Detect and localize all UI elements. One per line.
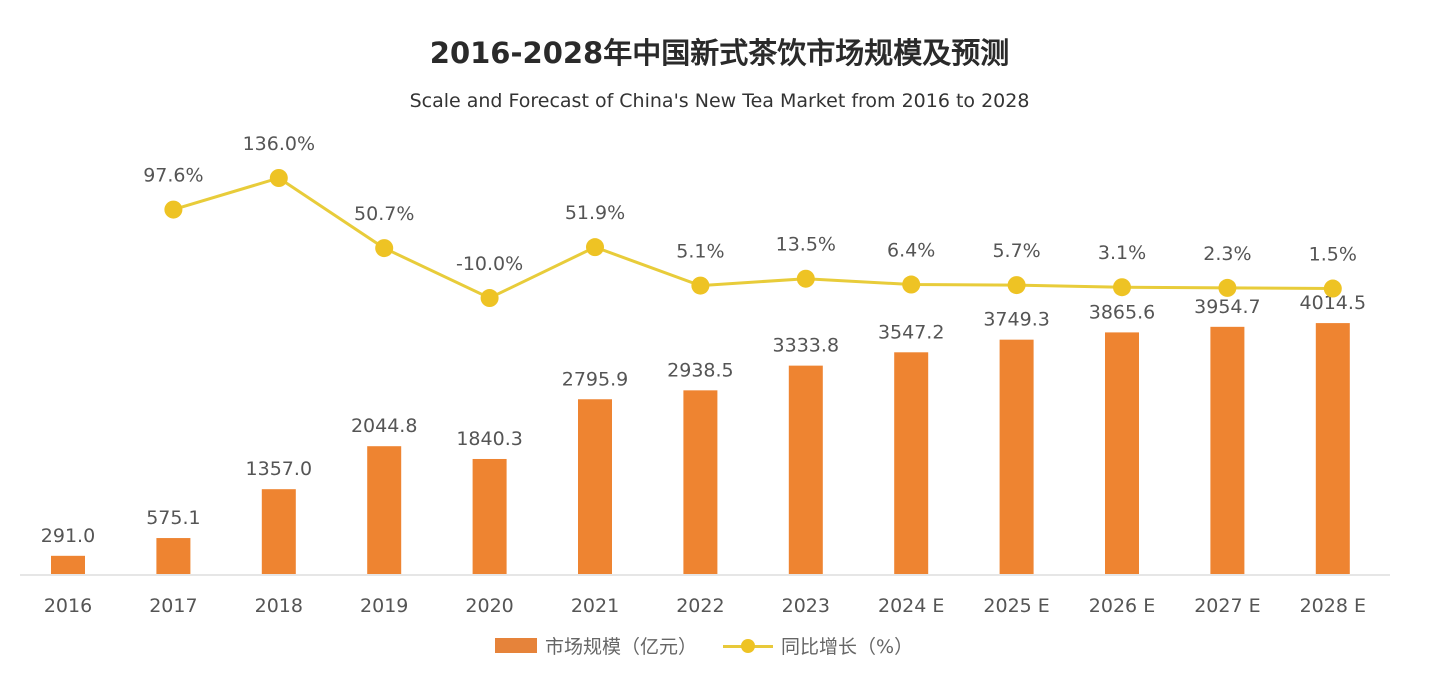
growth-point [375, 239, 394, 258]
chart-title: 2016-2028年中国新式茶饮市场规模及预测 [429, 36, 1010, 70]
x-tick-label: 2017 [149, 595, 197, 617]
growth-value-label: 51.9% [565, 202, 625, 224]
growth-line [172, 176, 1333, 300]
bar [1210, 326, 1245, 574]
growth-value-label: 1.5% [1309, 244, 1357, 266]
growth-point [691, 276, 710, 295]
bar [1105, 332, 1139, 574]
bar [788, 365, 823, 574]
bar-value-label: 3547.2 [878, 321, 944, 343]
bar [999, 339, 1034, 574]
growth-value-label: 6.4% [887, 240, 935, 262]
bar-value-label: 575.1 [146, 507, 200, 529]
bar-value-label: 2044.8 [351, 415, 417, 437]
bar-value-label: 291.0 [41, 525, 95, 547]
legend-bar-swatch [495, 638, 537, 653]
x-tick-label: 2027 E [1194, 595, 1260, 617]
chart-subtitle: Scale and Forecast of China's New Tea Ma… [409, 90, 1030, 112]
bar [156, 538, 191, 574]
x-tick-label: 2028 E [1300, 595, 1366, 617]
bar-value-label: 1840.3 [456, 428, 522, 450]
growth-value-label: 2.3% [1203, 243, 1251, 265]
growth-point [269, 169, 288, 187]
bar [578, 399, 612, 574]
x-tick-label: 2018 [255, 595, 303, 617]
bar-value-label: 2938.5 [667, 359, 733, 381]
legend: 市场规模（亿元） 同比增长（%） [495, 632, 913, 659]
bar-value-label: 3333.8 [773, 335, 839, 357]
growth-point [164, 200, 183, 219]
x-tick-label: 2021 [571, 595, 619, 617]
bar-value-label: 1357.0 [246, 458, 312, 480]
growth-point [586, 238, 604, 257]
growth-value-label: 50.7% [354, 203, 414, 225]
legend-line-swatch [723, 638, 774, 654]
growth-point [1113, 278, 1131, 297]
bar [472, 458, 507, 574]
x-tick-label: 2024 E [878, 595, 944, 617]
bar-value-label: 2795.9 [562, 368, 628, 390]
growth-value-label: 3.1% [1098, 242, 1146, 264]
bar [894, 352, 929, 574]
bar-value-label: 3865.6 [1089, 301, 1155, 323]
growth-value-label: 5.7% [992, 240, 1040, 262]
growth-point [480, 289, 499, 308]
growth-value-label: 136.0% [243, 133, 315, 155]
bar-value-label: 3749.3 [983, 309, 1049, 331]
x-tick-label: 2019 [360, 595, 408, 617]
bar [683, 390, 718, 574]
x-tick-label: 2025 E [983, 595, 1049, 617]
x-tick-label: 2023 [782, 595, 830, 617]
growth-point [1323, 279, 1342, 298]
growth-value-label: 13.5% [776, 234, 836, 256]
growth-point [1007, 276, 1026, 295]
bar [51, 555, 85, 574]
legend-line-label: 同比增长（%） [781, 636, 914, 658]
x-tick-label: 2020 [465, 595, 513, 617]
bar-value-label: 3954.7 [1194, 296, 1260, 318]
growth-point [796, 269, 815, 288]
x-tick-label: 2016 [44, 595, 92, 617]
growth-point [902, 275, 921, 294]
growth-point [1218, 278, 1237, 297]
growth-value-label: 5.1% [676, 241, 724, 263]
bar [367, 446, 402, 574]
x-tick-label: 2026 E [1089, 595, 1155, 617]
bar-value-label: 4014.5 [1300, 292, 1366, 314]
legend-bar-label: 市场规模（亿元） [545, 636, 698, 658]
growth-value-label: 97.6% [143, 165, 203, 187]
x-tick-label: 2022 [676, 595, 724, 617]
bar [261, 489, 296, 574]
growth-value-label: -10.0% [456, 253, 523, 275]
bar [1315, 323, 1350, 574]
